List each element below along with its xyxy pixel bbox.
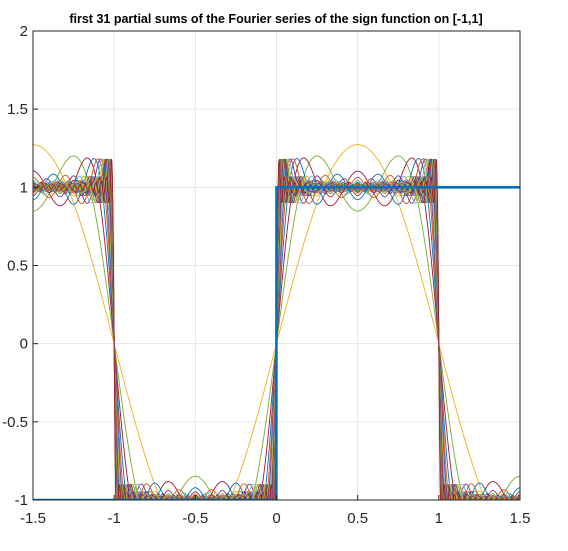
x-tick-label: 0.5 <box>347 510 368 527</box>
y-tick-labels: -1 -0.5 0 0.5 1 1.5 2 <box>2 23 28 509</box>
x-tick-label: 1.5 <box>510 510 531 527</box>
x-tick-label: -0.5 <box>182 510 208 527</box>
sign-function-series <box>33 186 520 500</box>
y-tick-label: 0 <box>20 336 28 353</box>
y-tick-label: -1 <box>15 492 28 509</box>
x-tick-label: -1 <box>107 510 120 527</box>
y-tick-label: -0.5 <box>2 414 28 431</box>
sign-function-line <box>33 186 520 500</box>
x-tick-label: 0 <box>272 510 280 527</box>
plot-area: -1.5 -1 -0.5 0 0.5 1 1.5 -1-0.500.511.52 <box>2 23 530 527</box>
y-tick-label: 1 <box>20 179 28 196</box>
tick-marks <box>32 30 521 501</box>
y-tick-label: 1.5 <box>7 101 28 118</box>
chart-title: first 31 partial sums of the Fourier ser… <box>69 12 482 26</box>
x-tick-labels: -1.5 -1 -0.5 0 0.5 1 1.5 <box>20 510 530 527</box>
y-tick-label: 0.5 <box>7 258 28 275</box>
x-tick-label: -1.5 <box>20 510 46 527</box>
x-tick-label: 1 <box>435 510 443 527</box>
y-tick-label: 2 <box>20 23 28 40</box>
